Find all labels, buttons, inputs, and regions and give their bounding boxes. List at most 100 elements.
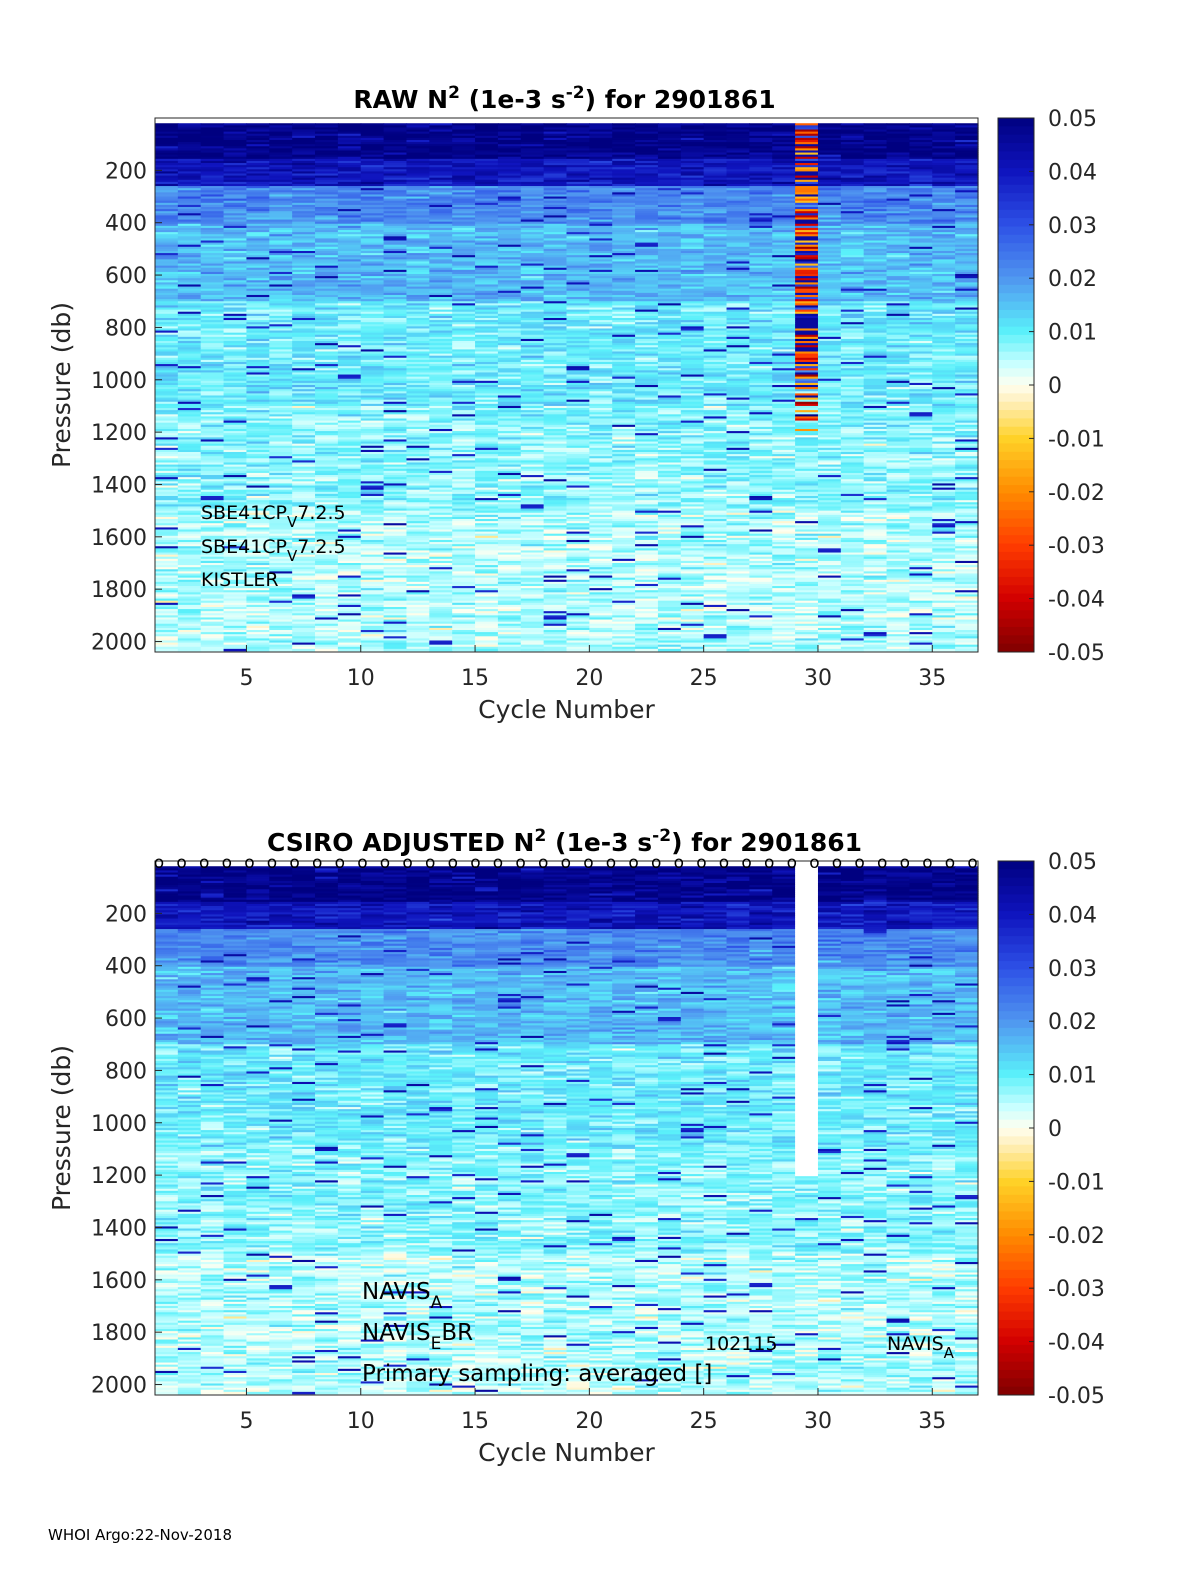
heatmap-cell: [337, 160, 362, 164]
heatmap-cell: [269, 617, 293, 620]
heatmap-cell: [360, 215, 385, 218]
heatmap-cell: [337, 533, 362, 537]
heatmap-cell: [292, 171, 316, 174]
heatmap-cell: [292, 627, 316, 631]
heatmap-cell: [177, 334, 202, 338]
heatmap-cell: [315, 634, 339, 637]
heatmap-cell: [337, 278, 362, 281]
heatmap-cell: [406, 445, 430, 449]
heatmap-cell: [315, 500, 339, 503]
heatmap-cell: [246, 359, 270, 363]
heatmap-cell: [177, 133, 202, 137]
heatmap-cell: [246, 284, 270, 287]
heatmap-cell: [383, 215, 408, 218]
heatmap-cell: [292, 179, 316, 183]
heatmap-cell: [200, 483, 225, 486]
heatmap-cell: [360, 519, 385, 522]
heatmap-cell: [337, 376, 362, 380]
heatmap-cell: [177, 472, 202, 476]
heatmap-cell: [200, 577, 225, 581]
heatmap-cell: [292, 301, 316, 304]
heatmap-cell: [383, 341, 408, 344]
heatmap-cell: [337, 265, 362, 269]
heatmap-cell: [337, 391, 362, 394]
heatmap-cell: [223, 303, 248, 306]
heatmap-cell: [337, 183, 362, 187]
heatmap-cell: [360, 334, 385, 338]
heatmap-cell: [200, 343, 225, 346]
heatmap-cell: [383, 563, 408, 566]
heatmap-cell: [315, 190, 339, 193]
heatmap-cell: [269, 123, 293, 126]
heatmap-cell: [177, 207, 202, 210]
heatmap-cell: [177, 127, 202, 130]
heatmap-cell: [406, 278, 430, 281]
heatmap-cell: [292, 583, 316, 587]
heatmap-cell: [383, 489, 408, 493]
heatmap-cell: [269, 445, 293, 449]
heatmap-cell: [360, 539, 385, 543]
heatmap-cell: [360, 537, 385, 541]
heatmap-cell: [246, 625, 270, 629]
heatmap-cell: [246, 493, 270, 497]
heatmap-cell: [337, 246, 362, 250]
heatmap-cell: [223, 447, 248, 451]
heatmap-cell: [337, 221, 362, 225]
heatmap-cell: [383, 160, 408, 164]
heatmap-cell: [292, 366, 316, 369]
heatmap-cell: [406, 424, 430, 428]
heatmap-cell: [383, 244, 408, 248]
heatmap-cell: [177, 445, 202, 449]
heatmap-cell: [155, 276, 179, 279]
heatmap-cell: [292, 290, 316, 294]
heatmap-cell: [200, 372, 225, 375]
heatmap-cell: [292, 186, 316, 189]
heatmap-cell: [337, 475, 362, 478]
heatmap-cell: [406, 246, 430, 250]
heatmap-cell: [315, 449, 339, 453]
heatmap-cell: [223, 604, 248, 608]
heatmap-cell: [360, 190, 385, 193]
heatmap-cell: [155, 282, 179, 285]
heatmap-cell: [315, 380, 339, 384]
heatmap-cell: [177, 483, 202, 486]
heatmap-cell: [269, 255, 293, 258]
heatmap-cell: [246, 567, 270, 570]
heatmap-cell: [223, 242, 248, 246]
heatmap-cell: [200, 414, 225, 417]
heatmap-cell: [177, 368, 202, 371]
heatmap-cell: [200, 135, 225, 139]
heatmap-cell: [337, 466, 362, 470]
heatmap-cell: [360, 165, 385, 168]
heatmap-cell: [246, 399, 270, 403]
heatmap-cell: [337, 498, 362, 501]
heatmap-cell: [360, 158, 385, 162]
heatmap-cell: [337, 428, 362, 432]
heatmap-cell: [177, 385, 202, 388]
heatmap-cell: [246, 343, 270, 346]
heatmap-cell: [292, 619, 316, 623]
heatmap-cell: [406, 144, 430, 147]
heatmap-cell: [292, 527, 316, 530]
heatmap-cell: [337, 286, 362, 290]
heatmap-cell: [246, 454, 270, 457]
heatmap-cell: [292, 269, 316, 273]
heatmap-cell: [200, 345, 225, 348]
heatmap-cell: [200, 571, 225, 574]
heatmap-cell: [315, 154, 339, 158]
heatmap-cell: [337, 619, 362, 623]
heatmap-cell: [155, 487, 179, 491]
heatmap-cell: [223, 636, 248, 639]
heatmap-cell: [246, 198, 270, 202]
heatmap-cell: [200, 347, 225, 350]
heatmap-cell: [406, 135, 430, 139]
heatmap-cell: [292, 282, 316, 285]
heatmap-cell: [155, 292, 179, 296]
heatmap-cell: [200, 248, 225, 252]
heatmap-cell: [223, 531, 248, 535]
heatmap-cell: [223, 573, 248, 576]
heatmap-cell: [315, 169, 339, 172]
heatmap-cell: [292, 449, 316, 453]
heatmap-cell: [177, 221, 202, 225]
heatmap-cell: [406, 475, 430, 478]
